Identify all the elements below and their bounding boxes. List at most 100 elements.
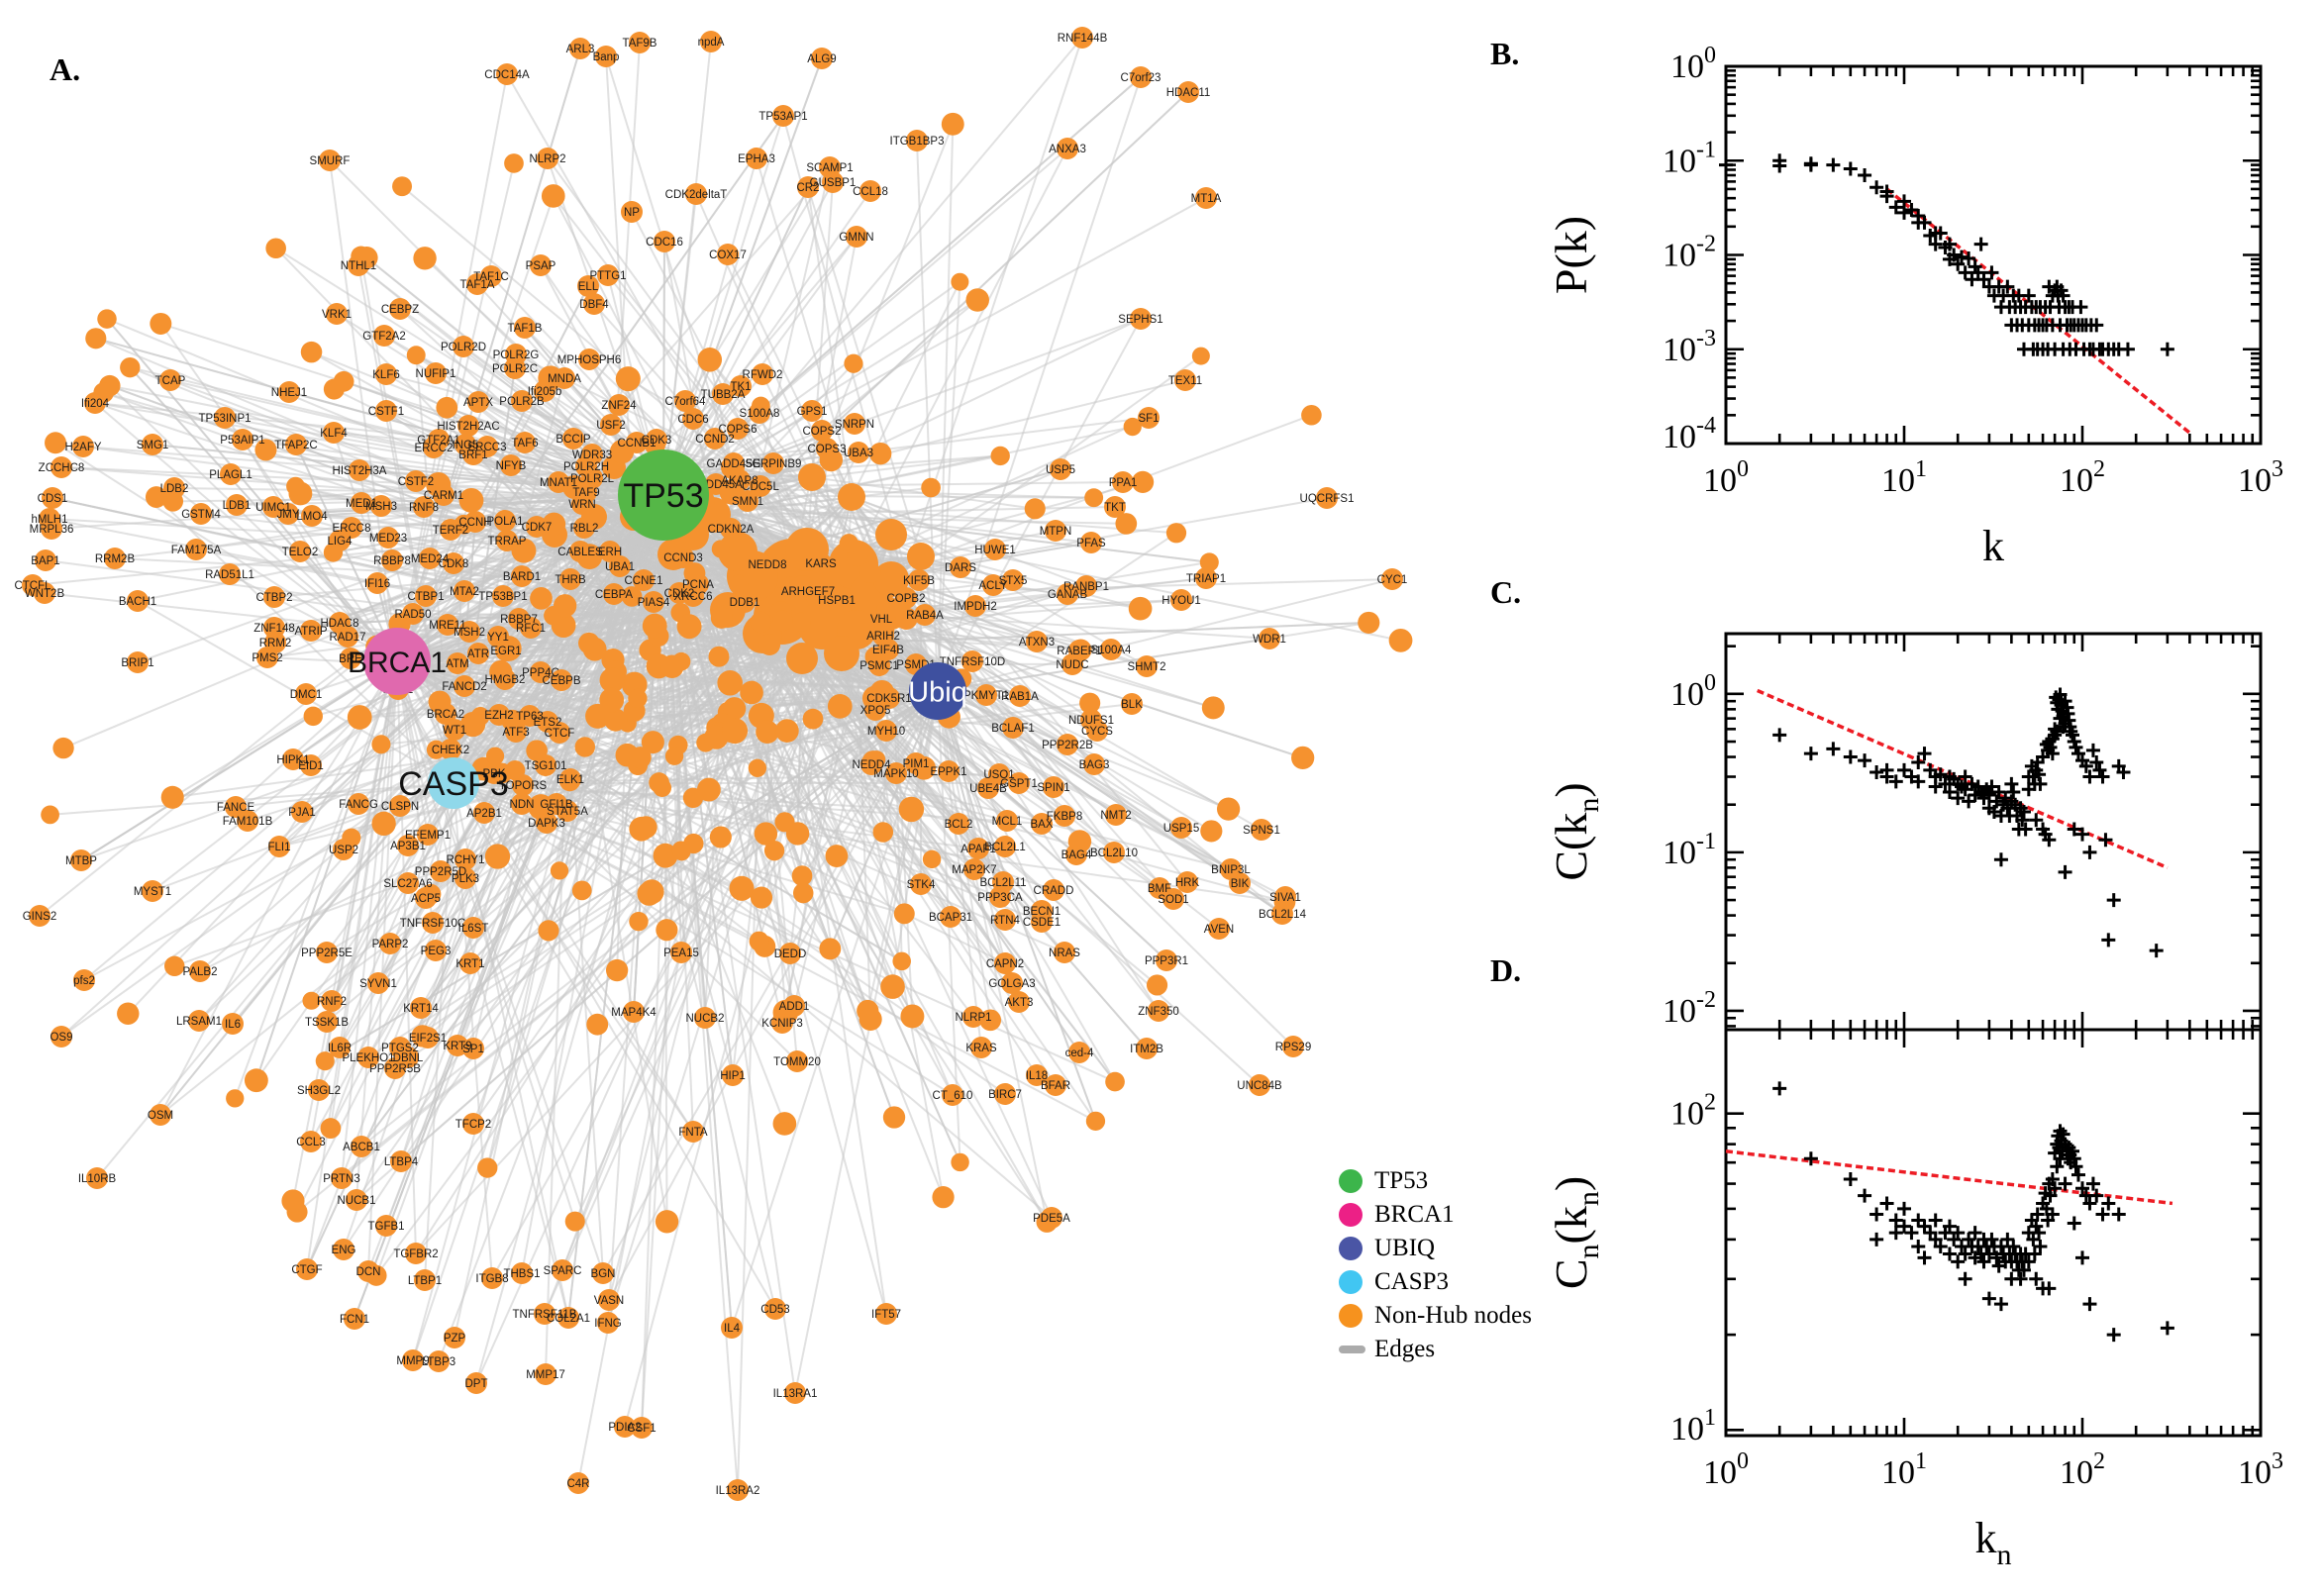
svg-text:STX5: STX5 [999, 575, 1028, 587]
svg-text:POLA1: POLA1 [486, 516, 523, 528]
svg-text:CDC5L: CDC5L [742, 481, 779, 493]
svg-text:KRAS: KRAS [965, 1043, 997, 1054]
svg-text:TKT: TKT [1104, 502, 1126, 514]
svg-text:MED24: MED24 [411, 553, 450, 565]
svg-text:TP63: TP63 [516, 711, 544, 723]
svg-text:EPHA3: EPHA3 [738, 153, 775, 165]
svg-text:PBK: PBK [482, 768, 505, 780]
svg-text:KRT14: KRT14 [403, 1003, 439, 1015]
scatter-points [1719, 153, 2174, 356]
svg-text:ZCCHC8: ZCCHC8 [39, 462, 85, 474]
svg-text:CLSPN: CLSPN [381, 801, 419, 813]
svg-text:ZNF148: ZNF148 [253, 623, 295, 635]
svg-text:KLF4: KLF4 [320, 428, 348, 440]
svg-text:EIF2S1: EIF2S1 [409, 1033, 447, 1045]
svg-text:TP53BP1: TP53BP1 [478, 591, 527, 603]
svg-text:LIG4: LIG4 [328, 536, 354, 548]
svg-text:MSH2: MSH2 [454, 627, 485, 639]
svg-text:APTX: APTX [463, 397, 493, 409]
svg-text:NUCB1: NUCB1 [338, 1195, 376, 1207]
svg-text:FAM101B: FAM101B [223, 816, 273, 828]
hub-tp53: TP53 [618, 449, 709, 541]
svg-text:SP1: SP1 [462, 1044, 484, 1055]
svg-text:MT1A: MT1A [1191, 193, 1222, 205]
svg-text:DAPK3: DAPK3 [528, 818, 565, 830]
svg-text:102: 102 [2060, 1448, 2105, 1491]
svg-text:FLI1: FLI1 [267, 842, 290, 853]
svg-text:PDE5A: PDE5A [1033, 1213, 1070, 1225]
svg-text:ELK1: ELK1 [556, 774, 584, 786]
svg-text:COL2A1: COL2A1 [547, 1313, 590, 1325]
svg-text:MCL1: MCL1 [992, 816, 1023, 828]
hub-ubiq: Ubiq [908, 662, 967, 720]
svg-text:KARS: KARS [805, 558, 837, 570]
svg-text:SERPINB9: SERPINB9 [746, 458, 802, 470]
svg-text:BCL2L11: BCL2L11 [979, 877, 1026, 889]
svg-text:ATF3: ATF3 [502, 727, 529, 739]
svg-text:NTHL1: NTHL1 [341, 260, 376, 272]
svg-text:AP2B1: AP2B1 [466, 808, 502, 820]
svg-text:ERCC2: ERCC2 [415, 443, 454, 454]
svg-text:CRADD: CRADD [1034, 885, 1074, 897]
svg-text:HIST2H3A: HIST2H3A [333, 465, 387, 477]
svg-text:PMS2: PMS2 [252, 652, 282, 664]
svg-text:BARD1: BARD1 [503, 571, 541, 583]
svg-text:GTF2A2: GTF2A2 [362, 331, 405, 343]
panel-c-plot: 100 10-1 10-2 C(kn​) [1546, 632, 2263, 1032]
svg-text:USP2: USP2 [329, 845, 358, 856]
svg-text:ERCC8: ERCC8 [333, 523, 371, 535]
svg-text:BCLAF1: BCLAF1 [991, 723, 1034, 735]
svg-text:SYVN1: SYVN1 [359, 978, 397, 990]
svg-text:EGR1: EGR1 [490, 646, 521, 657]
svg-text:BACH1: BACH1 [119, 596, 156, 608]
svg-text:PLEKHO1: PLEKHO1 [342, 1052, 394, 1064]
svg-text:CABLES: CABLES [557, 547, 603, 558]
svg-text:MRE11: MRE11 [429, 620, 466, 632]
svg-text:UBA1: UBA1 [605, 561, 635, 573]
svg-text:PPP3R1: PPP3R1 [1145, 955, 1188, 967]
svg-text:BECN1: BECN1 [1023, 906, 1060, 918]
svg-text:IL10RB: IL10RB [78, 1173, 117, 1185]
svg-text:C7orf64: C7orf64 [665, 396, 707, 408]
svg-text:SPNS1: SPNS1 [1243, 825, 1280, 837]
svg-text:DBF4: DBF4 [579, 299, 609, 311]
svg-text:CDK5R1: CDK5R1 [866, 693, 911, 705]
svg-text:GANAB: GANAB [1048, 589, 1088, 601]
svg-text:NP: NP [624, 207, 640, 219]
svg-text:UIMC1: UIMC1 [255, 502, 291, 514]
svg-text:NFYB: NFYB [496, 460, 527, 472]
svg-text:CSDE1: CSDE1 [1023, 917, 1060, 929]
svg-text:10-2: 10-2 [1663, 232, 1716, 274]
svg-text:MTA2: MTA2 [450, 586, 479, 598]
svg-text:LRSAM1: LRSAM1 [176, 1016, 222, 1028]
svg-text:ETS2: ETS2 [534, 717, 562, 729]
svg-text:ABCB1: ABCB1 [343, 1142, 380, 1153]
svg-text:C(kn​): C(kn​) [1546, 782, 1605, 880]
svg-text:MSH3: MSH3 [365, 501, 397, 513]
svg-text:IL18: IL18 [1026, 1070, 1048, 1082]
svg-text:GTF2A1: GTF2A1 [417, 435, 459, 447]
svg-text:WDR33: WDR33 [572, 449, 612, 461]
svg-text:ITGB8: ITGB8 [475, 1273, 508, 1285]
svg-text:MPHOSPH6: MPHOSPH6 [557, 354, 622, 366]
svg-text:10-2: 10-2 [1663, 987, 1716, 1030]
svg-text:HIPK1: HIPK1 [276, 754, 309, 766]
svg-text:RAB4A: RAB4A [906, 610, 944, 622]
svg-text:CDS1: CDS1 [38, 493, 68, 505]
svg-text:SHMT2: SHMT2 [1128, 661, 1166, 673]
network-hub-nodes: TP53 BRCA1 Ubiq CASP3 [348, 449, 967, 809]
svg-text:S100A8: S100A8 [740, 408, 780, 420]
svg-text:MAP4K4: MAP4K4 [611, 1007, 656, 1019]
svg-text:CCNE1: CCNE1 [625, 575, 663, 587]
svg-text:IL13RA2: IL13RA2 [716, 1485, 760, 1497]
svg-text:ZNF24: ZNF24 [601, 400, 637, 412]
svg-text:POLR2D: POLR2D [441, 342, 486, 353]
svg-text:ANXA3: ANXA3 [1049, 144, 1086, 155]
panel-d-label: D. [1490, 952, 1522, 988]
svg-text:PLAGL1: PLAGL1 [209, 469, 252, 481]
svg-text:COPS3: COPS3 [808, 444, 847, 455]
svg-text:CDK3: CDK3 [642, 435, 672, 447]
svg-text:BCL2L14: BCL2L14 [1259, 909, 1307, 921]
svg-text:TOMM20: TOMM20 [773, 1056, 821, 1068]
